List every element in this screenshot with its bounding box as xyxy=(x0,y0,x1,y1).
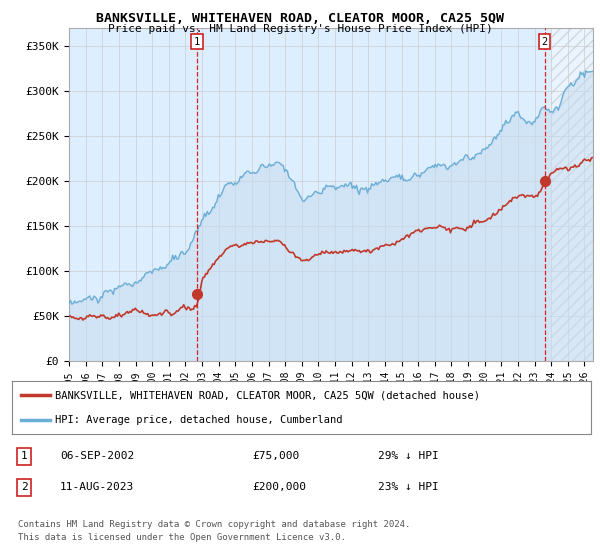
Text: 29% ↓ HPI: 29% ↓ HPI xyxy=(378,451,439,461)
Text: 11-AUG-2023: 11-AUG-2023 xyxy=(60,482,134,492)
Text: 23% ↓ HPI: 23% ↓ HPI xyxy=(378,482,439,492)
Text: 1: 1 xyxy=(20,451,28,461)
Text: BANKSVILLE, WHITEHAVEN ROAD, CLEATOR MOOR, CA25 5QW (detached house): BANKSVILLE, WHITEHAVEN ROAD, CLEATOR MOO… xyxy=(55,390,481,400)
Text: Price paid vs. HM Land Registry's House Price Index (HPI): Price paid vs. HM Land Registry's House … xyxy=(107,24,493,34)
Text: This data is licensed under the Open Government Licence v3.0.: This data is licensed under the Open Gov… xyxy=(18,533,346,542)
Text: £75,000: £75,000 xyxy=(252,451,299,461)
Text: £200,000: £200,000 xyxy=(252,482,306,492)
Text: BANKSVILLE, WHITEHAVEN ROAD, CLEATOR MOOR, CA25 5QW: BANKSVILLE, WHITEHAVEN ROAD, CLEATOR MOO… xyxy=(96,12,504,25)
Text: Contains HM Land Registry data © Crown copyright and database right 2024.: Contains HM Land Registry data © Crown c… xyxy=(18,520,410,529)
Text: 1: 1 xyxy=(194,36,200,46)
Text: 06-SEP-2002: 06-SEP-2002 xyxy=(60,451,134,461)
Text: 2: 2 xyxy=(541,36,548,46)
Text: HPI: Average price, detached house, Cumberland: HPI: Average price, detached house, Cumb… xyxy=(55,414,343,424)
Text: 2: 2 xyxy=(20,482,28,492)
